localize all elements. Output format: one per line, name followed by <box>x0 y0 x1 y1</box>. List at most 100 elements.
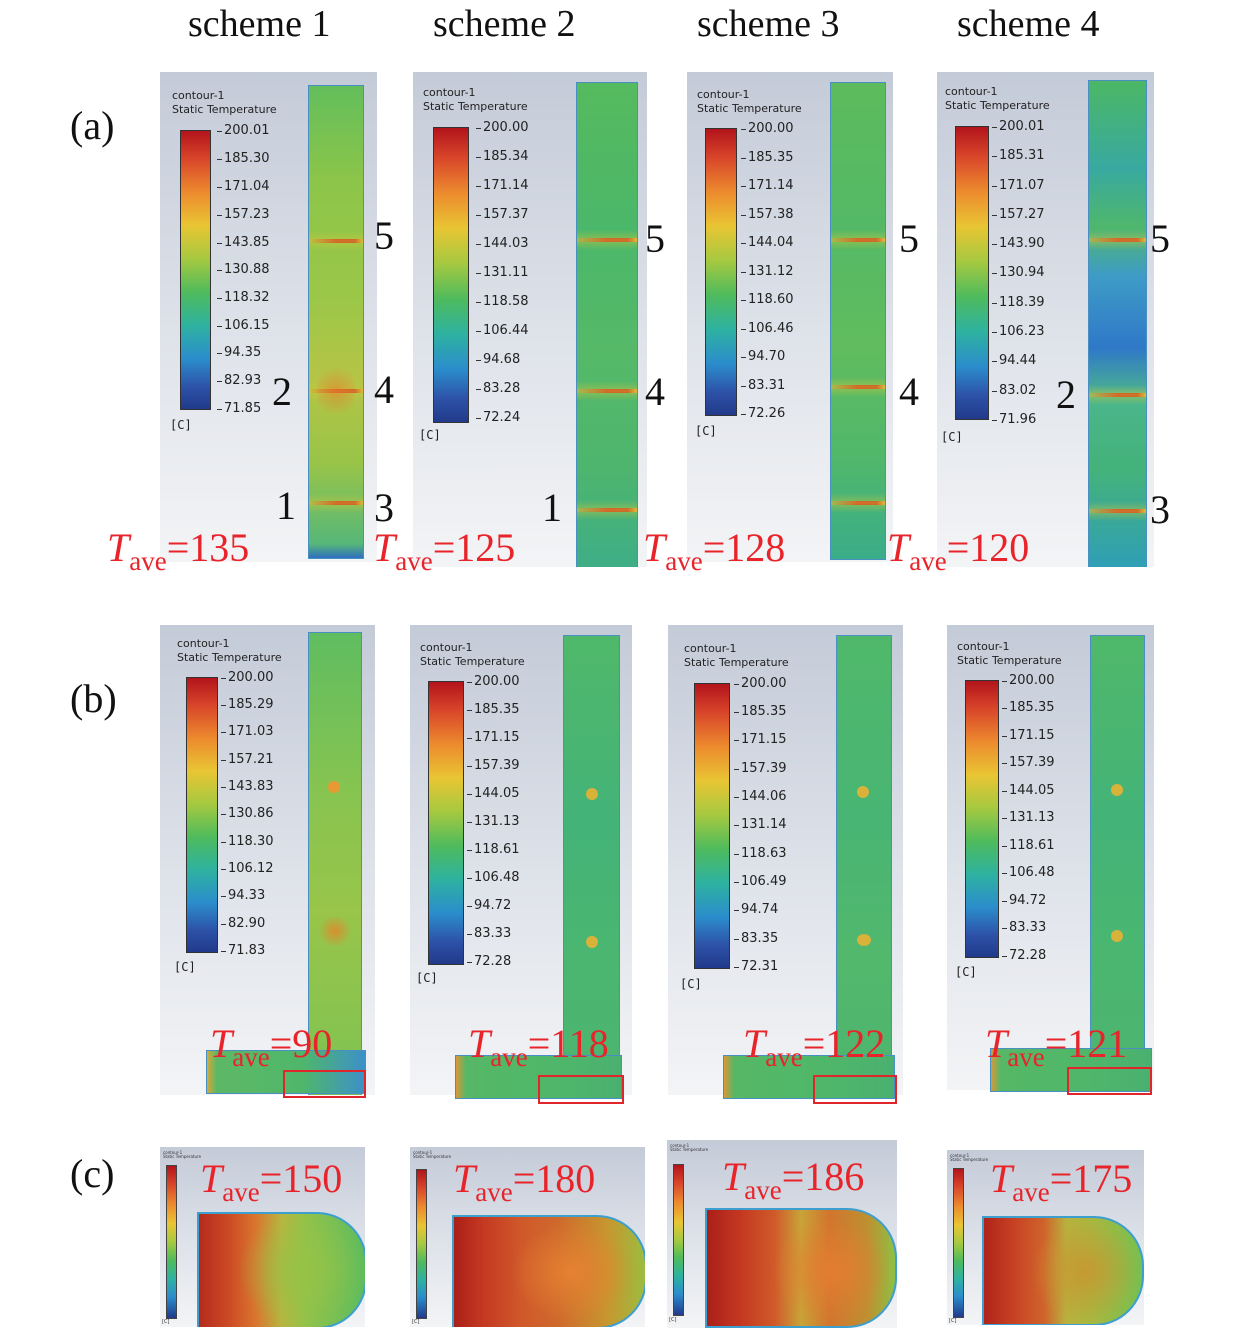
flow-channel-horizontal <box>206 1050 366 1094</box>
colorbar-tick: 82.93 <box>216 373 262 388</box>
colorbar-tick: 171.15 <box>467 730 520 745</box>
colorbar-tick: 94.33 <box>220 888 266 903</box>
colorbar-tick: 171.07 <box>992 178 1045 193</box>
location-marker: 3 <box>374 485 394 530</box>
contour-panel-c1: contour-1 Static Temperature [C] <box>160 1147 365 1327</box>
contour-panel-a1: contour-1 Static Temperature 200.01 185.3… <box>160 72 377 562</box>
colorbar-tick: 106.15 <box>217 318 270 333</box>
colorbar-unit: [C] <box>955 965 977 979</box>
colorbar-tick: 118.58 <box>476 294 529 309</box>
cross-section <box>982 1216 1144 1325</box>
legend-title: contour-1 Static Temperature <box>423 86 528 113</box>
location-marker: 1 <box>542 485 562 530</box>
colorbar-tick: 72.28 <box>466 954 512 969</box>
temperature-colorbar <box>953 1168 964 1318</box>
scheme-2-title: scheme 2 <box>433 3 576 45</box>
colorbar-tick: 72.26 <box>740 406 786 421</box>
colorbar-tick: 106.23 <box>992 324 1045 339</box>
legend-title: contour-1 Static Temperature <box>172 89 277 116</box>
contour-panel-a4: contour-1 Static Temperature 200.01 185.3… <box>937 72 1154 567</box>
temperature-colorbar <box>694 683 730 969</box>
colorbar-unit: [C] <box>949 1318 957 1324</box>
average-temperature-label: Tave=135 <box>107 525 250 577</box>
cross-section <box>197 1212 365 1327</box>
colorbar-tick: 72.31 <box>733 959 779 974</box>
colorbar-tick: 185.29 <box>221 697 274 712</box>
colorbar-tick: 185.31 <box>992 148 1045 163</box>
colorbar-tick: 130.88 <box>217 262 270 277</box>
legend-title: contour-1 Static Temperature <box>163 1150 202 1159</box>
colorbar-tick: 131.13 <box>1002 810 1055 825</box>
colorbar-tick: 83.28 <box>475 381 521 396</box>
cross-section <box>452 1215 645 1327</box>
legend-title: contour-1 Static Temperature <box>945 85 1050 112</box>
colorbar-tick: 130.94 <box>992 265 1045 280</box>
colorbar-unit: [C] <box>170 418 192 432</box>
colorbar-tick: 72.24 <box>475 410 521 425</box>
cross-section <box>705 1208 897 1328</box>
colorbar-tick: 130.86 <box>221 806 274 821</box>
colorbar-tick: 118.60 <box>741 292 794 307</box>
colorbar-tick: 200.01 <box>992 119 1045 134</box>
colorbar-tick: 143.90 <box>992 236 1045 251</box>
temperature-colorbar <box>166 1165 177 1319</box>
legend-title: contour-1 Static Temperature <box>413 1150 452 1159</box>
contour-panel-c4: contour-1 Static Temperature [C] <box>947 1150 1144 1325</box>
highlight-box <box>1067 1067 1152 1095</box>
flow-channel <box>830 82 886 560</box>
legend-title: contour-1 Static Temperature <box>697 88 802 115</box>
colorbar-tick: 94.72 <box>466 898 512 913</box>
average-temperature-label: Tave=125 <box>373 525 516 577</box>
colorbar-tick: 144.05 <box>1002 783 1055 798</box>
scheme-3-title: scheme 3 <box>697 3 840 45</box>
temperature-colorbar <box>428 681 464 965</box>
contour-panel-b1: contour-1 Static Temperature 200.00 185.2… <box>160 625 375 1095</box>
colorbar-tick: 200.00 <box>476 120 529 135</box>
colorbar-tick: 200.00 <box>741 121 794 136</box>
flow-channel <box>308 85 364 559</box>
average-temperature-label: Tave=186 <box>722 1154 865 1206</box>
colorbar-tick: 131.13 <box>467 814 520 829</box>
colorbar-tick: 171.04 <box>217 179 270 194</box>
average-temperature-label: Tave=90 <box>210 1021 333 1073</box>
flow-channel-horizontal <box>990 1048 1152 1092</box>
legend-title: contour-1 Static Temperature <box>957 640 1062 667</box>
colorbar-unit: [C] <box>419 428 441 442</box>
contour-panel-b4: contour-1 Static Temperature 200.00 185.3… <box>947 625 1154 1090</box>
colorbar-tick: 72.28 <box>1001 948 1047 963</box>
colorbar-tick: 94.70 <box>740 349 786 364</box>
colorbar-tick: 185.34 <box>476 149 529 164</box>
colorbar-tick: 143.85 <box>217 235 270 250</box>
location-marker: 1 <box>276 483 296 528</box>
location-marker: 5 <box>899 216 919 261</box>
colorbar-tick: 118.63 <box>734 846 787 861</box>
average-temperature-label: Tave=150 <box>200 1156 343 1208</box>
colorbar-tick: 118.32 <box>217 290 270 305</box>
colorbar-unit: [C] <box>941 430 963 444</box>
temperature-colorbar <box>965 680 999 958</box>
colorbar-tick: 185.35 <box>734 704 787 719</box>
row-label-b: (b) <box>70 676 117 721</box>
colorbar-tick: 94.72 <box>1001 893 1047 908</box>
legend-title: contour-1 Static Temperature <box>950 1153 989 1162</box>
colorbar-tick: 157.27 <box>992 207 1045 222</box>
highlight-box <box>283 1070 366 1098</box>
colorbar-tick: 171.14 <box>476 178 529 193</box>
colorbar-tick: 144.04 <box>741 235 794 250</box>
colorbar-tick: 94.44 <box>991 353 1037 368</box>
colorbar-tick: 118.61 <box>467 842 520 857</box>
colorbar-tick: 157.39 <box>1002 755 1055 770</box>
colorbar-tick: 144.05 <box>467 786 520 801</box>
colorbar-tick: 157.38 <box>741 207 794 222</box>
colorbar-tick: 83.02 <box>991 383 1037 398</box>
colorbar-tick: 118.61 <box>1002 838 1055 853</box>
highlight-box <box>538 1075 624 1104</box>
legend-title: contour-1 Static Temperature <box>420 641 525 668</box>
colorbar-unit: [C] <box>174 960 196 974</box>
colorbar-tick: 171.15 <box>734 732 787 747</box>
contour-panel-b3: contour-1 Static Temperature 200.00 185.3… <box>668 625 903 1095</box>
colorbar-tick: 83.33 <box>1001 920 1047 935</box>
colorbar-tick: 83.31 <box>740 378 786 393</box>
colorbar-tick: 143.83 <box>221 779 274 794</box>
colorbar-tick: 171.03 <box>221 724 274 739</box>
